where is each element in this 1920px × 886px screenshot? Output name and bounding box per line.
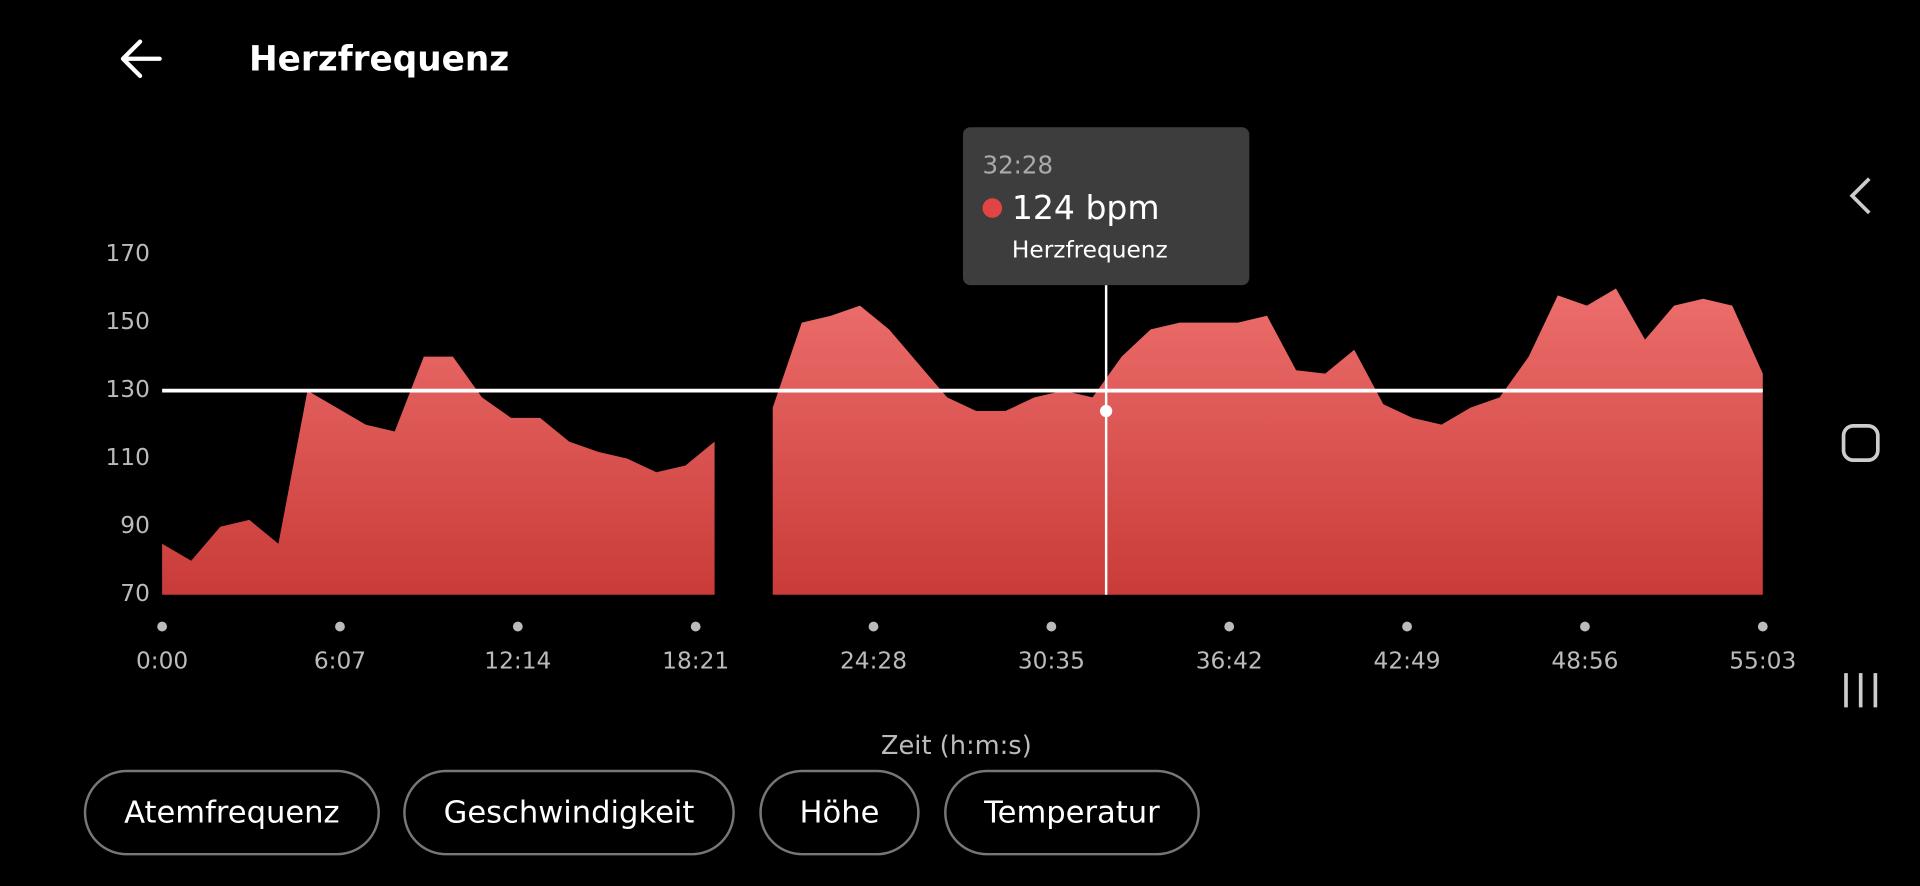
x-tick-dot xyxy=(1224,621,1235,632)
x-tick-label: 6:07 xyxy=(314,648,366,675)
tooltip-series: Herzfrequenz xyxy=(1012,236,1168,263)
x-tick-label: 24:28 xyxy=(840,648,907,675)
button-outline[interactable] xyxy=(403,769,735,856)
y-tick-label: 130 xyxy=(105,376,149,403)
nav-recents[interactable] xyxy=(1844,673,1878,708)
filter-button[interactable]: Temperatur xyxy=(944,769,1200,856)
x-tick-label: 42:49 xyxy=(1374,648,1441,675)
button-outline[interactable] xyxy=(944,769,1200,856)
tooltip-dot xyxy=(982,198,1003,218)
x-tick-label: 18:21 xyxy=(662,648,729,675)
button-label[interactable]: Geschwindigkeit xyxy=(444,795,695,830)
tooltip-box xyxy=(962,127,1250,286)
x-tick-label: 0:00 xyxy=(136,648,188,675)
button-label[interactable]: Temperatur xyxy=(983,795,1160,830)
screen-title: Herzfrequenz xyxy=(249,40,509,80)
tooltip-value: 124 bpm xyxy=(1012,188,1160,227)
filter-buttons: Atemfrequenz Geschwindigkeit Höhe Temperatu… xyxy=(83,769,1200,856)
x-tick-label: 48:56 xyxy=(1551,648,1618,675)
button-outline[interactable] xyxy=(83,769,380,856)
x-tick-dot xyxy=(690,621,701,632)
x-tick-label: 36:42 xyxy=(1196,648,1263,675)
tooltip-time: 32:28 xyxy=(983,150,1054,179)
back-arrow[interactable] xyxy=(120,39,162,79)
button-label[interactable]: Atemfrequenz xyxy=(124,795,339,830)
y-tick-label: 70 xyxy=(120,580,150,607)
x-tick-dot xyxy=(1046,621,1057,632)
nav-home[interactable] xyxy=(1841,424,1880,462)
filter-button[interactable]: Atemfrequenz xyxy=(83,769,380,856)
x-tick-dot xyxy=(1402,621,1412,632)
x-tick-dot xyxy=(512,621,523,632)
y-tick-label: 90 xyxy=(120,512,150,539)
y-tick-label: 150 xyxy=(105,308,149,335)
nav-back[interactable] xyxy=(1849,177,1871,215)
x-axis-title: Zeit (h:m:s) xyxy=(881,731,1032,761)
x-tick-label: 12:14 xyxy=(484,648,551,675)
x-tick-dot xyxy=(157,621,168,632)
x-tick-dot xyxy=(868,621,879,632)
button-label[interactable]: Höhe xyxy=(800,795,880,830)
x-tick-dot xyxy=(1580,621,1590,632)
plot: 70 90 110 130 150 170 0:00 6:07 12:14 18:21 24:28 3… xyxy=(105,127,1796,761)
y-tick-label: 170 xyxy=(105,240,149,267)
y-tick-label: 110 xyxy=(105,444,149,471)
x-tick-dot xyxy=(1757,621,1768,632)
button-outline[interactable] xyxy=(759,769,920,856)
x-tick-label: 30:35 xyxy=(1018,648,1085,675)
x-tick-label: 55:03 xyxy=(1729,648,1796,675)
filter-button[interactable]: Höhe xyxy=(759,769,920,856)
x-tick-dot xyxy=(335,621,345,632)
crosshair-point xyxy=(1100,404,1113,418)
heart-rate-area xyxy=(162,288,1763,595)
back-button[interactable] xyxy=(120,39,162,79)
filter-button[interactable]: Geschwindigkeit xyxy=(403,769,735,856)
